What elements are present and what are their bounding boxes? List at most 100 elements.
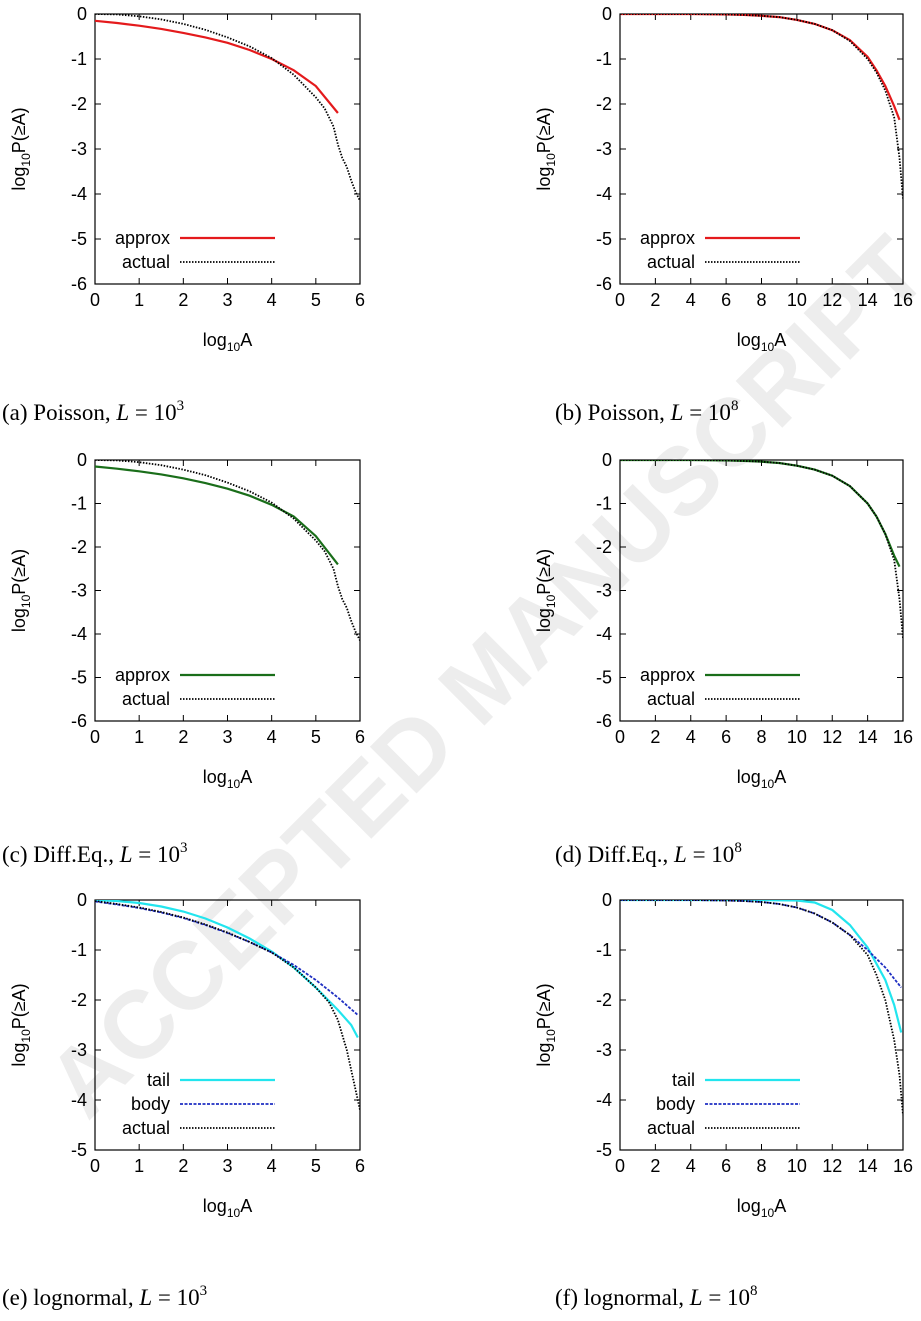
chart-panel-6: 0 2 4 6 8 10 12 14 16 0 -1 -2 -3 -4 -5 log10A log10P(≥A)… (534, 890, 913, 1310)
x-tick-label: 8 (756, 1156, 766, 1176)
y-tick-label: -5 (596, 668, 612, 688)
x-tick-label: 0 (90, 727, 100, 747)
x-tick-label: 4 (267, 727, 277, 747)
x-tick-label: 5 (311, 727, 321, 747)
series-group (620, 14, 903, 199)
y-tick-label: 0 (77, 450, 87, 470)
x-tick-label: 1 (134, 727, 144, 747)
panel-caption: (c) Diff.Eq., L = 103 (2, 840, 188, 867)
legend-label-approx: approx (640, 228, 695, 248)
series-group (95, 460, 360, 641)
legend-label-approx: approx (115, 228, 170, 248)
panel-caption: (e) lognormal, L = 103 (2, 1283, 207, 1310)
x-tick-label: 4 (686, 1156, 696, 1176)
y-tick-label: -2 (596, 537, 612, 557)
x-tick-label: 3 (222, 290, 232, 310)
x-tick-label: 8 (756, 290, 766, 310)
x-axis-label: log10A (737, 330, 786, 354)
legend-label-actual: actual (647, 1118, 695, 1138)
y-tick-label: -3 (596, 581, 612, 601)
y-tick-label: -6 (71, 274, 87, 294)
y-tick-label: -4 (596, 624, 612, 644)
x-tick-label: 3 (222, 1156, 232, 1176)
x-tick-label: 0 (615, 1156, 625, 1176)
x-tick-label: 4 (267, 290, 277, 310)
y-axis-label: log10P(≥A) (9, 549, 33, 632)
series-line-actual (620, 900, 903, 1116)
chart-panel-5: 0 1 2 3 4 5 6 0 -1 -2 -3 -4 -5 log10A log10P(≥A) tail bo… (2, 890, 365, 1310)
legend-label-actual: actual (647, 252, 695, 272)
chart-panel-1: 0 1 2 3 4 5 6 0 -1 -2 -3 -4 -5 -6 log10A log10P(≥A) appr… (2, 4, 365, 425)
y-tick-label: -2 (71, 94, 87, 114)
y-tick-label: 0 (77, 4, 87, 24)
x-tick-label: 8 (756, 727, 766, 747)
y-tick-label: -3 (71, 139, 87, 159)
chart-panel-3: 0 1 2 3 4 5 6 0 -1 -2 -3 -4 -5 -6 log10A log10P(≥A) appr… (2, 450, 365, 867)
x-tick-label: 6 (355, 1156, 365, 1176)
legend-label-actual: actual (122, 252, 170, 272)
x-tick-label: 2 (650, 290, 660, 310)
legend-label-body: body (131, 1094, 170, 1114)
x-axis-label: log10A (203, 1196, 252, 1220)
y-tick-label: -1 (71, 494, 87, 514)
legend-label-body: body (656, 1094, 695, 1114)
x-tick-label: 5 (311, 290, 321, 310)
x-tick-label: 0 (90, 1156, 100, 1176)
y-tick-label: 0 (77, 890, 87, 910)
y-tick-label: -4 (71, 624, 87, 644)
y-tick-label: -4 (596, 184, 612, 204)
x-tick-label: 2 (178, 290, 188, 310)
panel-caption: (d) Diff.Eq., L = 108 (555, 840, 742, 867)
y-tick-label: -3 (71, 581, 87, 601)
y-tick-label: -4 (71, 1090, 87, 1110)
series-line-body (95, 900, 359, 1016)
legend-label-tail: tail (147, 1070, 170, 1090)
series-line-approx (95, 465, 339, 566)
x-tick-label: 16 (893, 727, 913, 747)
legend-label-actual: actual (122, 689, 170, 709)
x-tick-label: 12 (822, 1156, 842, 1176)
x-tick-label: 2 (178, 727, 188, 747)
x-axis-label: log10A (203, 767, 252, 791)
y-tick-label: -1 (71, 940, 87, 960)
series-line-actual (95, 460, 360, 641)
x-tick-label: 2 (650, 727, 660, 747)
chart-panels: 0 1 2 3 4 5 60-1-2-3-4-5-6log10Alog10P(≥A)appr… (2, 4, 913, 1310)
y-tick-label: -1 (596, 49, 612, 69)
x-tick-label: 14 (858, 1156, 878, 1176)
y-tick-label: 0 (602, 890, 612, 910)
x-axis-label: log10A (737, 767, 786, 791)
x-tick-label: 12 (822, 727, 842, 747)
panel-caption: (f) lognormal, L = 108 (555, 1283, 758, 1310)
x-tick-label: 6 (355, 290, 365, 310)
x-tick-label: 0 (615, 290, 625, 310)
y-tick-label: 0 (602, 450, 612, 470)
series-line-actual (620, 14, 903, 199)
y-tick-label: -1 (596, 494, 612, 514)
y-tick-label: -3 (71, 1040, 87, 1060)
series-group (620, 900, 903, 1116)
legend-label-actual: actual (647, 689, 695, 709)
y-tick-label: -1 (596, 940, 612, 960)
series-group (95, 900, 360, 1111)
x-tick-label: 2 (650, 1156, 660, 1176)
y-tick-label: -6 (596, 711, 612, 731)
y-tick-label: -4 (71, 184, 87, 204)
series-line-actual (620, 460, 903, 639)
x-tick-label: 10 (787, 1156, 807, 1176)
chart-panel-4: 0 2 4 6 8 10 12 14 16 0 -1 -2 -3 -4 -5 -6 log10A log10P(≥… (534, 450, 913, 867)
y-tick-label: -3 (596, 1040, 612, 1060)
x-tick-label: 10 (787, 727, 807, 747)
y-tick-label: -6 (596, 274, 612, 294)
series-line-actual (95, 14, 360, 202)
y-tick-label: -5 (596, 1140, 612, 1160)
panel-caption: (b) Poisson, L = 108 (555, 398, 738, 425)
panel-caption: (a) Poisson, L = 103 (2, 398, 184, 425)
x-tick-label: 16 (893, 1156, 913, 1176)
series-group (620, 460, 903, 639)
y-axis-label: log10P(≥A) (534, 107, 558, 190)
legend-label-tail: tail (672, 1070, 695, 1090)
x-tick-label: 4 (686, 290, 696, 310)
x-tick-label: 6 (355, 727, 365, 747)
y-tick-label: -2 (596, 990, 612, 1010)
